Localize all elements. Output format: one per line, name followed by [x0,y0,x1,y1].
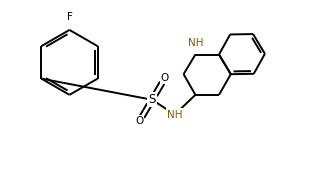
Text: NH: NH [188,38,203,48]
Text: F: F [66,12,73,22]
Text: NH: NH [167,109,183,120]
Text: O: O [135,116,143,126]
Text: O: O [161,73,169,83]
Text: S: S [149,93,156,106]
